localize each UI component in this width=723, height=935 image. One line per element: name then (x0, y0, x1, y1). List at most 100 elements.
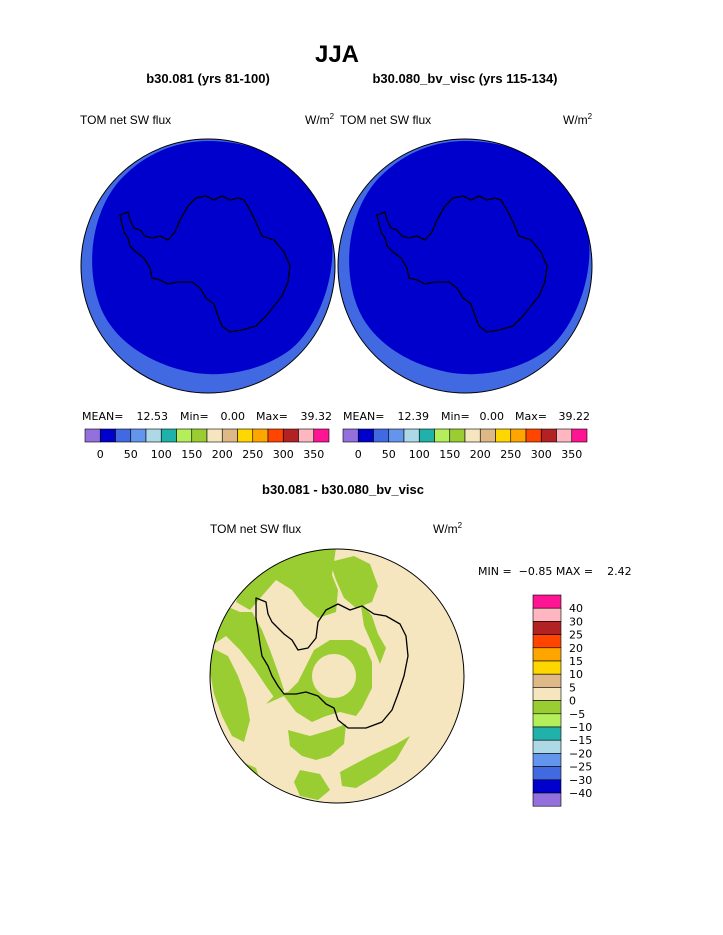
diff-colorbar-tick-label: 5 (569, 681, 576, 694)
panel-a-min-label: Min= (180, 410, 209, 423)
panel-a-colorbar-box (99, 428, 116, 443)
panel-a-colorbar: 0 50 100 150 200 250 300 350 (84, 428, 330, 461)
panel-b-units: W/m2 (563, 112, 593, 127)
panel-b-colorbar-tick-label: 0 (355, 448, 362, 461)
panel-b-colorbar-box (418, 428, 435, 443)
diff-colorbar-box (532, 594, 562, 609)
panel-a-colorbar-box (206, 428, 223, 443)
panel-b-colorbar-box (571, 428, 588, 443)
diff-map (209, 548, 465, 804)
panel-b-colorbar-box (556, 428, 573, 443)
diff-colorbar-tick-label: −25 (569, 761, 592, 774)
diff-colorbar-tick-label: 25 (569, 629, 583, 642)
panel-a-colorbar-tick-label: 150 (181, 448, 202, 461)
panel-a-colorbar-box (115, 428, 132, 443)
panel-b-colorbar-tick-label: 300 (531, 448, 552, 461)
panel-a-colorbar-tick-label: 300 (273, 448, 294, 461)
diff-colorbar-tick-label: −40 (569, 787, 592, 800)
diff-colorbar-box (532, 726, 562, 741)
panel-b-colorbar-box (495, 428, 512, 443)
panel-a-colorbar-box (145, 428, 162, 443)
panel-b: b30.080_bv_visc (yrs 115-134) TOM net SW… (337, 71, 593, 461)
panel-b-subtitle: b30.080_bv_visc (yrs 115-134) (372, 71, 557, 86)
diff-colorbar-tick-label: −5 (569, 708, 585, 721)
panel-a-low-flux-region (92, 141, 333, 375)
panel-a-colorbar-box (298, 428, 315, 443)
diff-colorbar-box (532, 792, 562, 807)
main-title: JJA (315, 41, 359, 68)
diff-subtitle: b30.081 - b30.080_bv_visc (262, 482, 424, 497)
panel-a-mean-value: 12.53 (137, 410, 169, 423)
panel-a: b30.081 (yrs 81-100) TOM net SW flux W/m… (80, 71, 336, 461)
panel-b-mean-value: 12.39 (398, 410, 430, 423)
diff-colorbar-tick-label: 20 (569, 642, 583, 655)
panel-b-colorbar-box (434, 428, 451, 443)
panel-a-map-border (80, 138, 336, 394)
diff-colorbar-tick-label: 15 (569, 655, 583, 668)
diff-colorbar-box (532, 739, 562, 754)
panel-a-map (80, 138, 336, 394)
panel-b-antarctica-coastline (376, 195, 548, 333)
panel-a-colorbar-box (252, 428, 269, 443)
diff-colorbar-box (532, 753, 562, 767)
panel-a-colorbar-tick-label: 100 (151, 448, 172, 461)
diff-colorbar-box (532, 713, 562, 728)
panel-b-colorbar-box (373, 428, 390, 443)
panel-a-subtitle: b30.081 (yrs 81-100) (146, 71, 270, 86)
panel-diff: b30.081 - b30.080_bv_visc TOM net SW flu… (209, 482, 632, 807)
diff-antarctica-coastline (255, 597, 409, 729)
panel-a-colorbar-box (282, 428, 299, 443)
panel-a-colorbar-tick-label: 350 (303, 448, 324, 461)
diff-colorbar-box (532, 687, 562, 701)
diff-colorbar-box (532, 634, 562, 649)
panel-b-map (337, 138, 593, 394)
panel-a-colorbar-tick-label: 0 (97, 448, 104, 461)
panel-a-colorbar-box (84, 428, 101, 443)
panel-b-mean-label: MEAN= (343, 410, 384, 423)
panel-b-colorbar-tick-label: 250 (500, 448, 521, 461)
diff-pole-region (312, 654, 356, 698)
panel-a-mean-label: MEAN= (82, 410, 123, 423)
panel-b-colorbar: 0 50 100 150 200 250 300 350 (342, 428, 588, 461)
diff-colorbar-box (532, 647, 562, 662)
panel-b-colorbar-tick-label: 350 (561, 448, 582, 461)
panel-b-max-value: 39.22 (559, 410, 591, 423)
panel-b-colorbar-box (479, 428, 496, 443)
panel-a-colorbar-box (237, 428, 254, 443)
panel-a-colorbar-box (176, 428, 193, 443)
panel-b-colorbar-box (449, 428, 466, 443)
diff-colorbar-box (532, 673, 562, 688)
panel-b-colorbar-box (464, 428, 481, 443)
panel-b-min-label: Min= (441, 410, 470, 423)
diff-colorbar-box (532, 779, 562, 794)
panel-a-colorbar-box (221, 428, 238, 443)
diff-colorbar-box (532, 621, 562, 635)
panel-b-map-border (337, 138, 593, 394)
panel-b-colorbar-box (540, 428, 557, 443)
panel-b-colorbar-tick-label: 200 (470, 448, 491, 461)
diff-colorbar-tick-label: −15 (569, 734, 592, 747)
diff-variable-label: TOM net SW flux (210, 522, 301, 536)
diff-colorbar-box (532, 660, 562, 675)
panel-a-colorbar-box (313, 428, 330, 443)
panel-b-colorbar-tick-label: 100 (409, 448, 430, 461)
panel-a-colorbar-box (130, 428, 147, 443)
diff-colorbar-tick-label: 30 (569, 615, 583, 628)
diff-colorbar-tick-label: 10 (569, 668, 583, 681)
panel-b-low-flux-region (349, 141, 590, 375)
diff-colorbar-box (532, 766, 562, 781)
panel-b-colorbar-box (403, 428, 420, 443)
diff-colorbar-tick-label: 0 (569, 695, 576, 708)
panel-b-colorbar-box (342, 428, 359, 443)
panel-a-colorbar-tick-label: 250 (242, 448, 263, 461)
panel-a-colorbar-tick-label: 50 (124, 448, 138, 461)
panel-b-colorbar-box (525, 428, 542, 443)
panel-a-colorbar-box (160, 428, 177, 443)
panel-b-colorbar-box (510, 428, 527, 443)
diff-colorbar-box (532, 700, 562, 715)
panel-b-colorbar-box (357, 428, 374, 443)
diff-colorbar-tick-label: −30 (569, 774, 592, 787)
panel-b-colorbar-box (388, 428, 405, 443)
panel-a-units: W/m2 (305, 112, 335, 127)
